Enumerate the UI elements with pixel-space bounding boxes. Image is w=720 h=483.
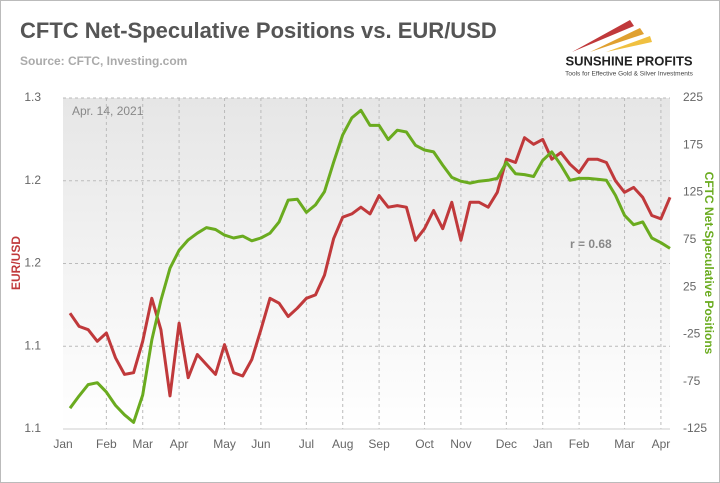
y2-tick-label: 175	[683, 137, 703, 151]
x-tick-label: Jun	[251, 437, 270, 451]
y2-axis-label: CFTC Net-Speculative Positions	[702, 172, 716, 355]
y2-tick-label: 75	[683, 232, 697, 246]
x-tick-label: Oct	[415, 437, 434, 451]
x-tick-label: Jan	[533, 437, 552, 451]
logo: SUNSHINE PROFITS Tools for Effective Gol…	[565, 20, 694, 78]
x-tick-label: Aug	[332, 437, 353, 451]
x-tick-label: Jan	[53, 437, 72, 451]
x-tick-label: Sep	[368, 437, 390, 451]
y-tick-label: 1.2	[24, 173, 41, 187]
date-annotation: Apr. 14, 2021	[72, 104, 144, 118]
x-tick-label: Apr	[170, 437, 189, 451]
x-tick-label: May	[213, 437, 236, 451]
y-tick-label: 1.2	[24, 256, 41, 270]
x-tick-label: Nov	[450, 437, 471, 451]
r-annotation: r = 0.68	[570, 237, 612, 251]
chart-title: CFTC Net-Speculative Positions vs. EUR/U…	[20, 18, 497, 43]
logo-name: SUNSHINE PROFITS	[565, 53, 692, 68]
x-tick-label: Dec	[496, 437, 517, 451]
y-axis-label: EUR/USD	[9, 236, 23, 290]
y2-tick-label: -75	[683, 374, 701, 388]
y2-tick-label: 25	[683, 279, 697, 293]
y-tick-label: 1.1	[24, 421, 41, 435]
logo-ray	[572, 20, 634, 52]
series-line	[68, 136, 672, 398]
y-tick-label: 1.3	[24, 90, 41, 104]
x-tick-label: Jul	[299, 437, 314, 451]
y2-tick-label: 225	[683, 90, 703, 104]
x-tick-label: Apr	[652, 437, 671, 451]
y2-tick-label: -25	[683, 327, 701, 341]
x-tick-label: Mar	[132, 437, 153, 451]
logo-ray	[590, 28, 644, 52]
x-tick-label: Feb	[96, 437, 117, 451]
x-tick-label: Mar	[614, 437, 635, 451]
series-line	[68, 108, 671, 424]
y-tick-label: 1.1	[24, 338, 41, 352]
y2-tick-label: 125	[683, 185, 703, 199]
logo-tagline: Tools for Effective Gold & Silver Invest…	[565, 71, 694, 78]
logo-ray	[606, 36, 652, 52]
x-tick-label: Feb	[569, 437, 590, 451]
y2-tick-label: -125	[683, 421, 707, 435]
chart-subtitle: Source: CFTC, Investing.com	[20, 54, 187, 68]
